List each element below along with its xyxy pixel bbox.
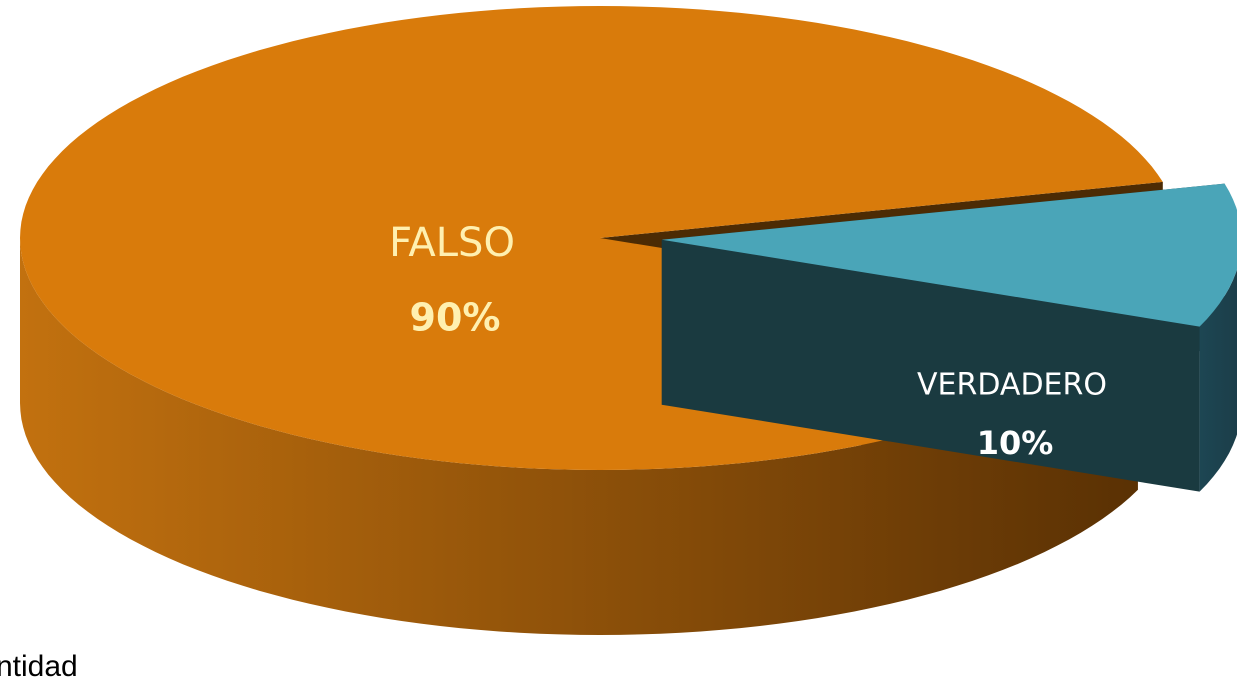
category-label: FALSO bbox=[389, 220, 515, 266]
category-label: VERDADERO bbox=[917, 368, 1107, 403]
slice-side bbox=[1199, 269, 1237, 492]
slice-cut-face bbox=[661, 239, 1200, 492]
value-label: 90% bbox=[410, 296, 501, 340]
slice bbox=[661, 183, 1237, 327]
slice-side bbox=[20, 238, 1138, 635]
footer-text: ntidad bbox=[0, 650, 78, 682]
value-label: 10% bbox=[977, 424, 1054, 462]
